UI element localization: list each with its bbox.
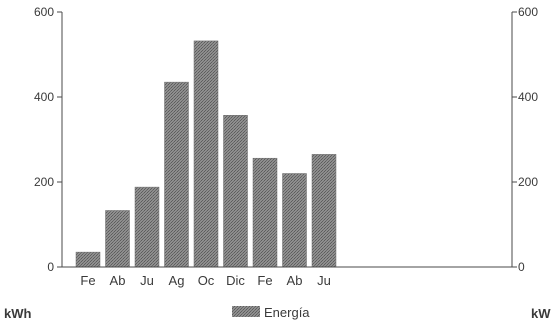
- right-tick-label: 400: [518, 90, 538, 104]
- right-tick-label: 200: [518, 175, 538, 189]
- legend-label: Energía: [264, 305, 310, 320]
- x-tick-label: Ju: [140, 273, 154, 288]
- right-axis-ticks: 0 200 400 600: [512, 5, 538, 274]
- left-tick-label: 200: [34, 175, 54, 189]
- y-axis-label-left: kWh: [4, 306, 32, 321]
- left-tick-label: 400: [34, 90, 54, 104]
- x-tick-label: Ag: [169, 273, 185, 288]
- x-tick-label: Dic: [226, 273, 245, 288]
- y-axis-label-right: kW: [531, 306, 551, 321]
- bar: [105, 210, 130, 268]
- left-tick-label: 0: [47, 260, 54, 274]
- bars-group: [75, 40, 337, 268]
- bar: [193, 40, 219, 268]
- left-axis-ticks: 0 200 400 600: [34, 5, 62, 274]
- legend-swatch: [232, 306, 260, 317]
- bar: [252, 157, 278, 268]
- x-tick-label: Fe: [257, 273, 272, 288]
- bar: [164, 81, 189, 268]
- right-tick-label: 600: [518, 5, 538, 19]
- x-axis-labels: Fe Ab Ju Ag Oc Dic Fe Ab Ju: [80, 273, 330, 288]
- bar: [282, 173, 307, 268]
- bar: [311, 154, 337, 268]
- bar: [134, 186, 160, 268]
- x-tick-label: Ab: [110, 273, 126, 288]
- right-tick-label: 0: [518, 260, 525, 274]
- bar: [75, 251, 101, 268]
- x-tick-label: Fe: [80, 273, 95, 288]
- x-tick-label: Ab: [287, 273, 303, 288]
- left-tick-label: 600: [34, 5, 54, 19]
- x-tick-label: Ju: [317, 273, 331, 288]
- x-tick-label: Oc: [198, 273, 215, 288]
- axes-group: [61, 12, 513, 268]
- bar: [223, 115, 248, 268]
- legend: Energía: [232, 305, 310, 320]
